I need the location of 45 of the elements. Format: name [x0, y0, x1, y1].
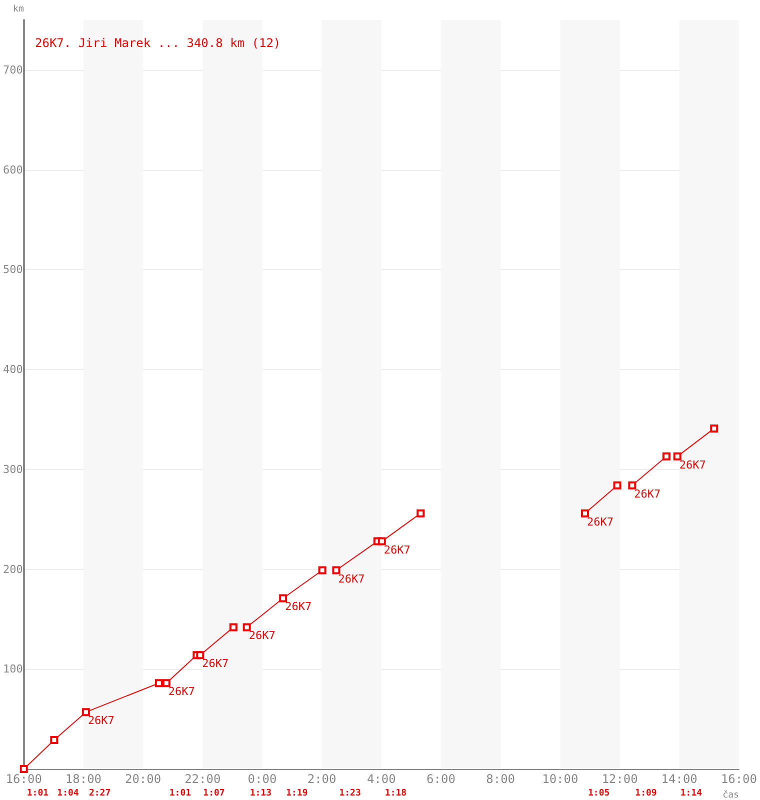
x-tick-label: 20:00: [124, 772, 162, 786]
text: 1:18: [384, 788, 407, 798]
text: 2:27: [88, 788, 111, 798]
x-tick-label: 16:00: [6, 772, 42, 786]
x-tick-label: 16:00: [720, 772, 757, 786]
x-tick-label: 10:00: [542, 772, 578, 786]
x-tick-label: 2:00: [307, 772, 336, 786]
x-tick-label: 8:00: [486, 772, 516, 786]
y-tick-label: 700: [2, 63, 23, 76]
text: 1:01: [26, 788, 49, 798]
y-axis-title: km: [13, 4, 24, 14]
text: 1:04: [57, 788, 80, 798]
text: 1:09: [635, 788, 657, 798]
x-tick-label: 14:00: [661, 772, 698, 786]
y-tick-label: 300: [2, 462, 23, 476]
y-tick-label: 100: [2, 662, 23, 676]
x-tick-label: 18:00: [65, 772, 102, 786]
x-tick-label: 12:00: [602, 772, 638, 786]
y-tick-label: 400: [2, 363, 23, 376]
y-tick-label: 600: [2, 163, 23, 176]
text: 1:23: [339, 788, 361, 798]
annotation: 26K7: [587, 515, 614, 528]
annotation: 26K7: [88, 714, 114, 728]
x-axis-title: čas: [722, 790, 739, 800]
annotation: 26K7: [338, 572, 365, 586]
text: 1:19: [286, 788, 308, 798]
y-tick-label: 500: [2, 263, 23, 276]
text: 1:01: [169, 788, 192, 798]
x-tick-label: 6:00: [426, 772, 456, 786]
y-tick-label: 200: [2, 562, 23, 576]
x-tick-label: 4:00: [366, 772, 396, 786]
text: 1:14: [680, 788, 703, 798]
text: 1:07: [203, 788, 225, 798]
x-tick-label: 0:00: [248, 772, 277, 786]
text: 26K7. Jiri Marek ... 340.8 km (12): [35, 36, 281, 50]
annotation: 26K7: [384, 543, 410, 556]
annotation: 26K7: [285, 600, 312, 614]
annotation: 26K7: [168, 685, 195, 698]
text: 1:13: [250, 788, 272, 798]
x-tick-label: 22:00: [184, 772, 221, 786]
text: 1:05: [588, 788, 610, 798]
annotation: 26K7: [679, 458, 706, 472]
annotation: 26K7: [248, 629, 276, 642]
annotation: 26K7: [634, 487, 661, 500]
annotation: 26K7: [202, 657, 229, 670]
